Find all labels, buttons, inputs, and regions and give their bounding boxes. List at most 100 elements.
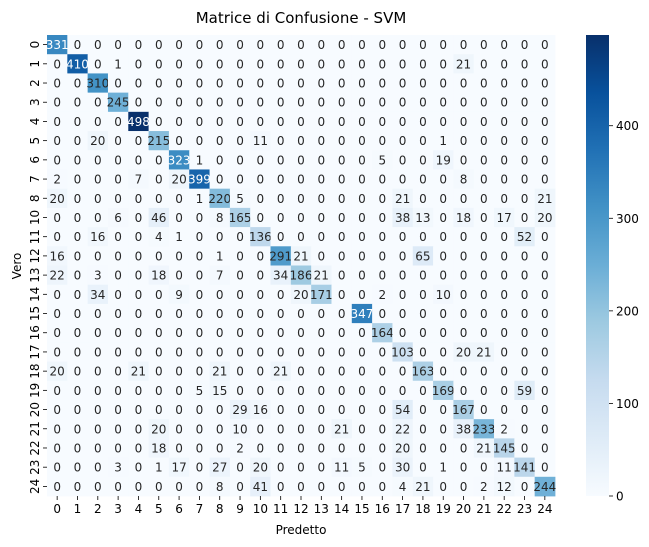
heatmap-cell — [107, 35, 129, 55]
heatmap-cell — [290, 35, 312, 55]
cell-value-label: 0 — [500, 269, 508, 283]
heatmap-cell — [290, 457, 312, 478]
y-tick-label: 16 — [28, 325, 42, 340]
cell-value-label: 0 — [277, 422, 285, 436]
cell-value-label: 0 — [541, 134, 549, 148]
heatmap-cell — [148, 380, 170, 401]
cell-value-label: 0 — [317, 211, 325, 225]
cell-value-label: 167 — [452, 403, 475, 417]
heatmap-cell — [229, 438, 251, 458]
heatmap-cell — [372, 438, 393, 458]
heatmap-cell — [250, 188, 271, 209]
cell-value-label: 0 — [419, 134, 427, 148]
heatmap-cell — [87, 380, 109, 401]
cell-value-label: 0 — [94, 153, 102, 167]
cell-value-label: 1 — [216, 249, 224, 263]
heatmap-cell — [229, 54, 251, 74]
heatmap-cell — [372, 35, 393, 55]
heatmap-cell — [168, 323, 190, 343]
heatmap-cell — [331, 35, 353, 55]
heatmap-cell — [412, 457, 434, 478]
cell-value-label: 0 — [399, 173, 407, 187]
heatmap-cell — [47, 265, 68, 286]
heatmap-cell — [67, 399, 89, 420]
heatmap-cell — [67, 131, 89, 151]
heatmap-cell — [128, 476, 149, 497]
cell-value-label: 0 — [277, 326, 285, 340]
cell-value-label: 0 — [480, 403, 488, 417]
cell-value-label: 0 — [419, 384, 427, 398]
heatmap-cell — [47, 169, 68, 190]
cell-value-label: 0 — [338, 96, 346, 110]
cell-value-label: 0 — [378, 422, 386, 436]
cell-value-label: 0 — [297, 134, 305, 148]
cell-value-label: 0 — [399, 115, 407, 129]
heatmap-cell — [392, 361, 414, 382]
cell-value-label: 0 — [74, 77, 82, 91]
cell-value-label: 0 — [500, 57, 508, 71]
cell-value-label: 0 — [358, 96, 366, 110]
heatmap-cell — [433, 342, 454, 362]
cell-value-label: 21 — [314, 269, 329, 283]
cell-value-label: 0 — [500, 96, 508, 110]
heatmap-cell — [168, 169, 190, 190]
heatmap-cell — [107, 380, 129, 401]
cell-value-label: 1 — [196, 153, 204, 167]
heatmap-cell — [148, 111, 170, 132]
cell-value-label: 0 — [541, 230, 549, 244]
cell-value-label: 164 — [371, 326, 394, 340]
cell-value-label: 0 — [338, 345, 346, 359]
cell-value-label: 0 — [338, 403, 346, 417]
heatmap-cell — [168, 457, 190, 478]
heatmap-cell — [351, 476, 373, 497]
cell-value-label: 0 — [460, 115, 468, 129]
cell-value-label: 0 — [521, 288, 529, 302]
heatmap-cell — [229, 207, 251, 228]
heatmap-cell — [47, 284, 68, 305]
heatmap-cell — [534, 380, 556, 401]
heatmap-cell — [67, 73, 89, 94]
heatmap-cell — [148, 399, 170, 420]
cell-value-label: 0 — [74, 422, 82, 436]
cell-value-label: 0 — [500, 384, 508, 398]
cell-value-label: 0 — [399, 134, 407, 148]
heatmap-cell — [209, 399, 231, 420]
cell-value-label: 0 — [378, 269, 386, 283]
cell-value-label: 0 — [94, 480, 102, 494]
heatmap-cell — [331, 111, 353, 132]
heatmap-cell — [47, 342, 68, 362]
cell-value-label: 21 — [476, 345, 491, 359]
cell-value-label: 1 — [439, 134, 447, 148]
heatmap-cell — [87, 73, 109, 94]
cell-value-label: 0 — [460, 134, 468, 148]
heatmap-cell — [128, 169, 149, 190]
heatmap-cell — [290, 419, 312, 439]
cell-value-label: 0 — [257, 153, 265, 167]
x-tick-label: 15 — [354, 502, 369, 516]
cell-value-label: 0 — [439, 326, 447, 340]
cell-value-label: 17 — [171, 461, 186, 475]
cell-value-label: 291 — [269, 249, 292, 263]
heatmap-cell — [67, 54, 89, 74]
heatmap-cell — [412, 265, 434, 286]
heatmap-cell — [229, 361, 251, 382]
heatmap-cell — [250, 227, 271, 247]
heatmap-cell — [372, 265, 393, 286]
heatmap-cell — [67, 476, 89, 497]
cell-value-label: 0 — [439, 96, 447, 110]
heatmap-cell — [250, 476, 271, 497]
heatmap-cell — [433, 150, 454, 170]
heatmap-cell — [494, 265, 515, 286]
heatmap-cell — [331, 150, 353, 170]
heatmap-cell — [392, 457, 414, 478]
cell-value-label: 0 — [500, 134, 508, 148]
heatmap-cell — [290, 150, 312, 170]
cell-value-label: 20 — [293, 288, 308, 302]
cell-value-label: 0 — [135, 461, 143, 475]
cell-value-label: 0 — [175, 211, 183, 225]
cell-value-label: 0 — [521, 249, 529, 263]
cell-value-label: 0 — [94, 211, 102, 225]
heatmap-cell — [453, 92, 475, 113]
heatmap-cell — [311, 284, 332, 305]
heatmap-cell — [87, 54, 109, 74]
